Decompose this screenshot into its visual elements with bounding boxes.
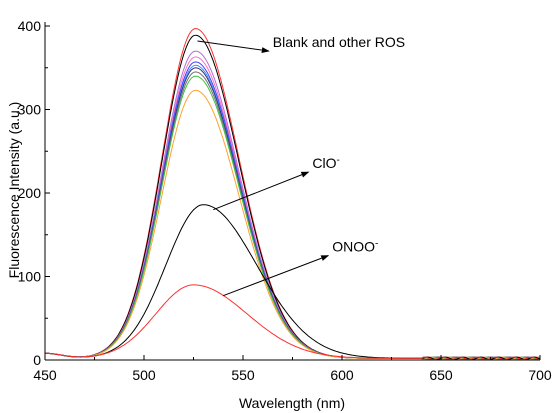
series-curve-3 [45, 50, 541, 361]
series-curve-2 [45, 34, 541, 360]
annotation-arrow-2 [213, 171, 310, 211]
x-tick-label: 650 [429, 367, 453, 383]
series-curve-7 [45, 67, 541, 361]
axes-group [44, 22, 540, 361]
x-tick-label: 700 [528, 367, 552, 383]
series-curve-4 [45, 56, 541, 361]
series-curve-12 [45, 284, 541, 361]
ticks-group: 450 500 550 600 650 700 0 100 200 300 400 [18, 18, 552, 383]
x-tick-label: 450 [33, 367, 57, 383]
x-tick-label: 600 [330, 367, 354, 383]
annotation-arrow-3 [223, 255, 330, 297]
series-curve-9 [45, 75, 541, 360]
series-curve-5 [45, 61, 541, 361]
annotation-label-2: ClO- [312, 155, 339, 172]
series-curve-10 [45, 89, 541, 361]
series-curve-11 [45, 204, 541, 361]
series-curve-6 [45, 64, 541, 361]
annotation-label-1: Blank and other ROS [273, 34, 405, 50]
y-tick-label: 400 [18, 18, 42, 34]
curves-group [45, 27, 541, 361]
series-curve-8 [45, 71, 541, 361]
x-tick-label: 500 [132, 367, 156, 383]
y-tick-label: 100 [18, 269, 42, 285]
annotation-label-3: ONOO- [332, 238, 378, 255]
series-curve-1 [45, 27, 541, 361]
annotations-group: Blank and other ROS ClO- ONOO- [197, 34, 405, 297]
y-axis-title: Fluorescence Intensity (a.u.) [6, 102, 22, 279]
y-tick-label: 200 [18, 185, 42, 201]
x-tick-label: 550 [231, 367, 255, 383]
y-tick-label: 300 [18, 102, 42, 118]
x-axis-title: Wavelength (nm) [239, 395, 345, 411]
y-tick-label: 0 [33, 352, 41, 368]
annotation-arrow-1 [197, 40, 270, 54]
